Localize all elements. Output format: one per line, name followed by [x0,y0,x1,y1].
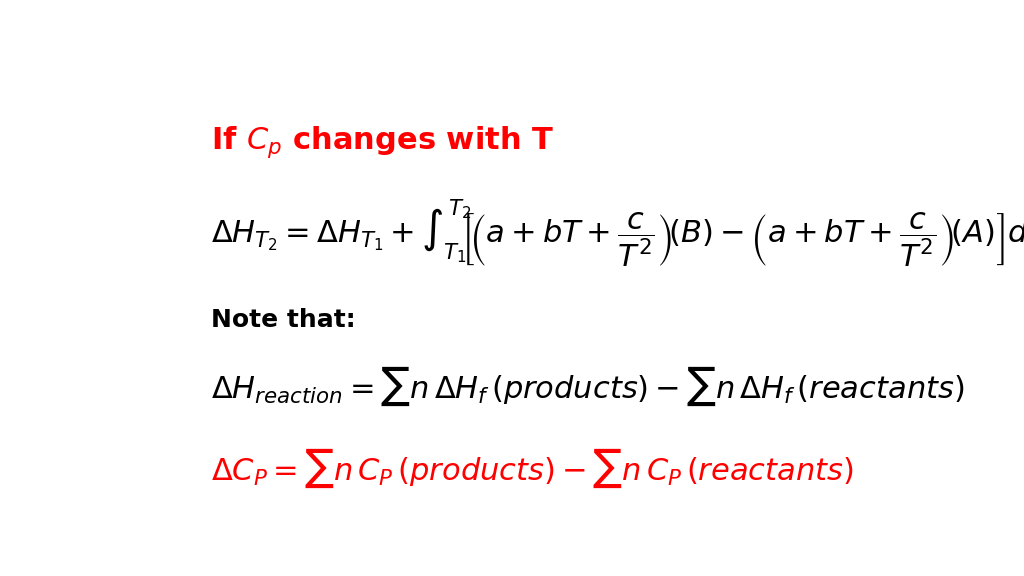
Text: If $C_p$ changes with T: If $C_p$ changes with T [211,124,554,161]
Text: $\Delta H_{T_2} = \Delta H_{T_1} + \int_{T_1}^{T_2} \!\!\left[\!\left(a + bT + \: $\Delta H_{T_2} = \Delta H_{T_1} + \int_… [211,198,1024,269]
Text: Note that:: Note that: [211,308,356,332]
Text: $\Delta H_{reaction} = \sum n\,\Delta H_f\,\mathit{(products)} - \sum n\,\Delta : $\Delta H_{reaction} = \sum n\,\Delta H_… [211,365,965,408]
Text: $\Delta C_P = \sum n\,C_P\,\mathit{(products)} - \sum n\,C_P\,\mathit{(reactants: $\Delta C_P = \sum n\,C_P\,\mathit{(prod… [211,446,854,490]
